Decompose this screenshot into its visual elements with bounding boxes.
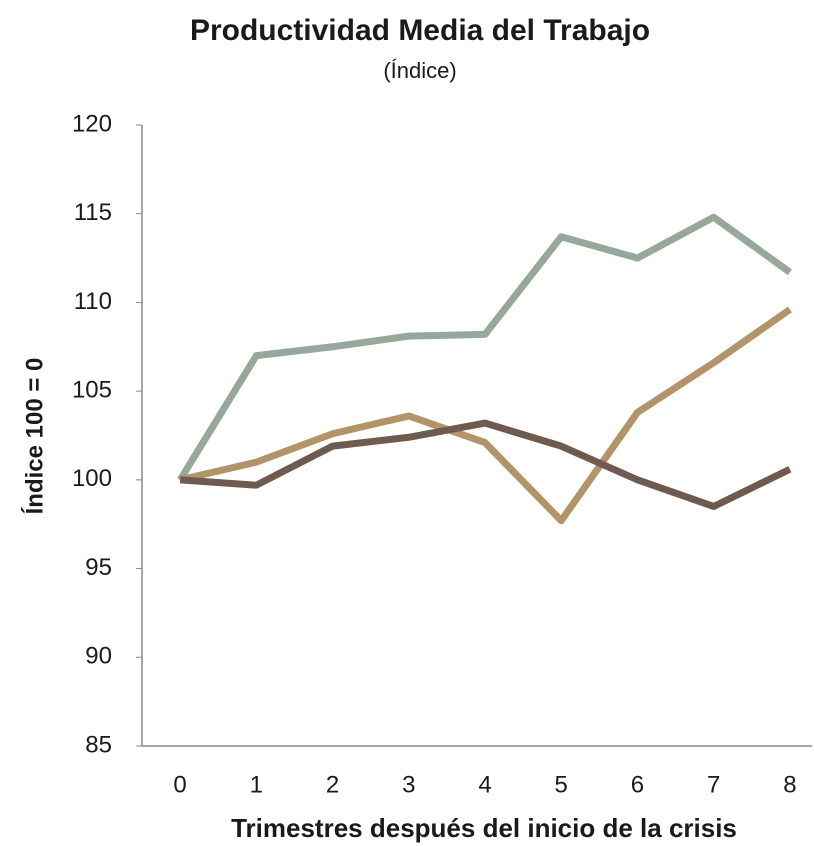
- x-tick-label: 2: [326, 771, 339, 798]
- y-tick-label: 120: [72, 110, 112, 137]
- x-tick-label: 7: [707, 771, 720, 798]
- series-line: [179, 306, 792, 525]
- x-tick-label: 3: [402, 771, 415, 798]
- y-tick-label: 95: [85, 554, 112, 581]
- x-tick-label: 1: [250, 771, 263, 798]
- chart-title: Productividad Media del Trabajo: [190, 14, 650, 47]
- y-tick-label: 85: [85, 731, 112, 758]
- x-tick-label: 4: [478, 771, 491, 798]
- y-tick-label: 100: [72, 465, 112, 492]
- chart-subtitle: (Índice): [383, 58, 456, 83]
- y-tick-label: 105: [72, 376, 112, 403]
- x-tick-label: 0: [173, 771, 186, 798]
- y-axis-label: Índice 100 = 0: [20, 358, 48, 515]
- series-line: [177, 213, 792, 482]
- x-axis-label: Trimestres después del inicio de la cris…: [231, 813, 737, 843]
- y-tick-label: 115: [74, 199, 112, 226]
- y-tick-label: 90: [85, 643, 112, 670]
- x-tick-label: 6: [631, 771, 644, 798]
- x-tick-label: 5: [555, 771, 568, 798]
- y-tick-label: 110: [74, 288, 112, 315]
- x-tick-label: 8: [783, 771, 796, 798]
- series-line: [179, 419, 792, 510]
